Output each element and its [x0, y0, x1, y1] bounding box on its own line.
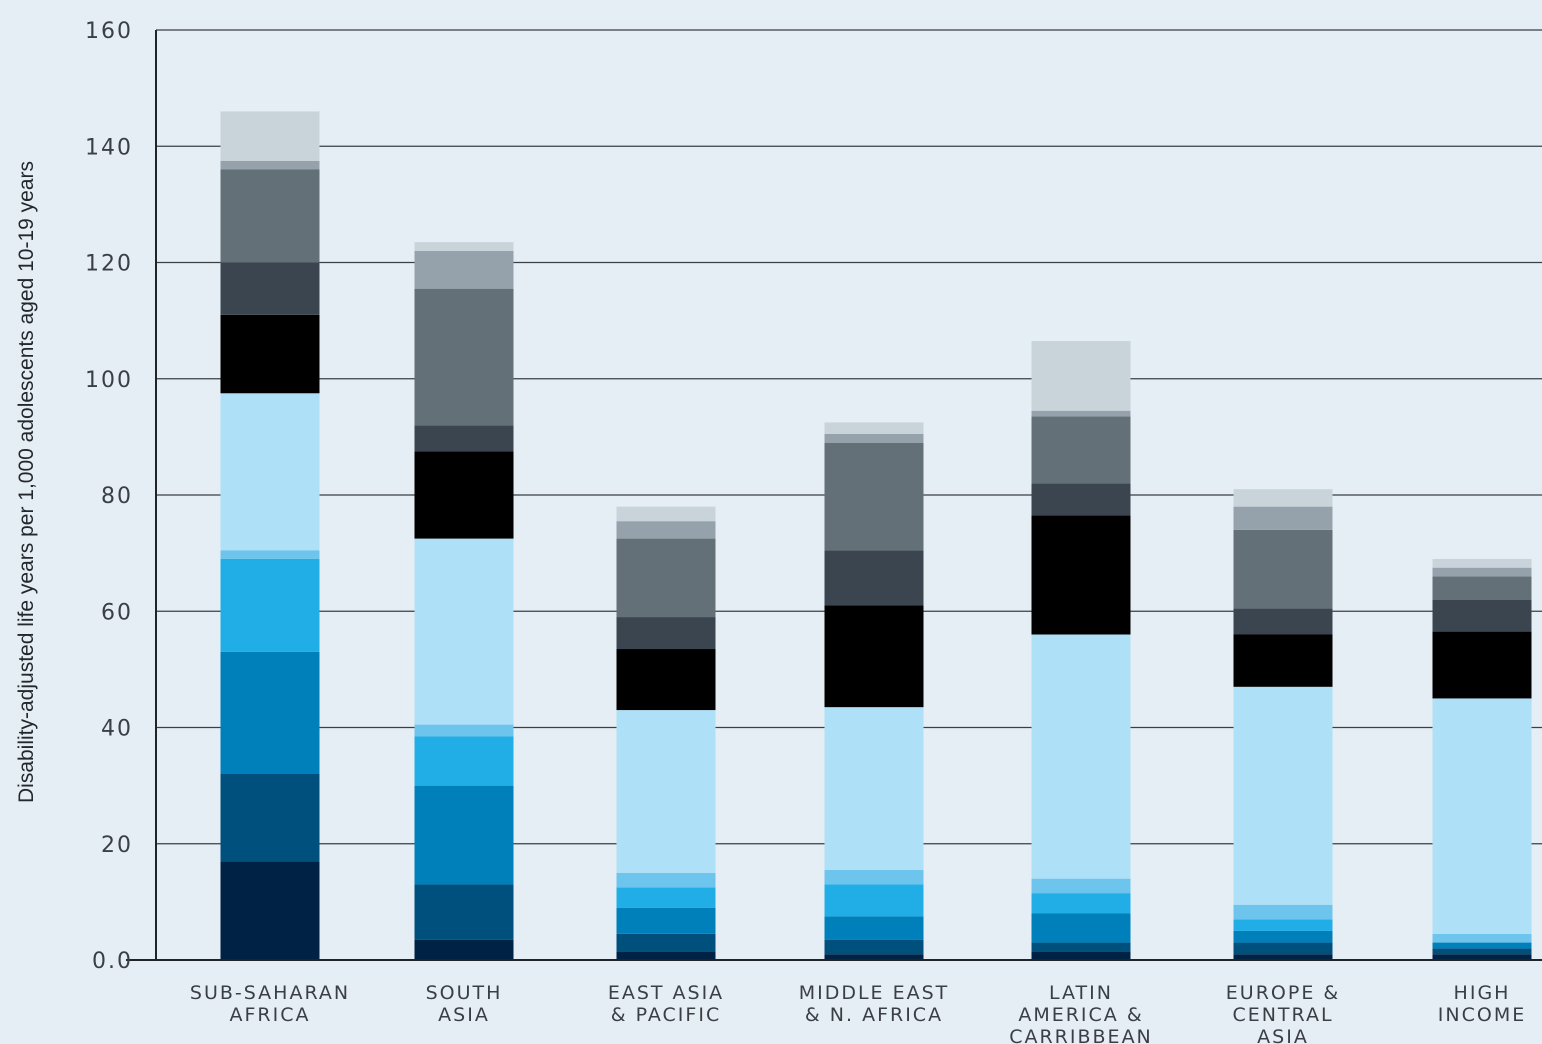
- bar-segment: [1233, 634, 1333, 687]
- y-tick-label: 80: [101, 484, 133, 509]
- bar-segment: [1432, 954, 1532, 960]
- bar-segment: [1031, 340, 1131, 411]
- bar-segment: [616, 951, 716, 960]
- bar-segment: [1432, 948, 1532, 955]
- y-tick-label: 160: [85, 19, 133, 44]
- x-category-label: MIDDLE EAST & N. AFRICA: [799, 982, 950, 1026]
- bar-segment: [616, 907, 716, 934]
- x-category-labels: SUB-SAHARAN AFRICA SOUTH ASIA EAST ASIA & PAC…: [190, 982, 1526, 1044]
- bar-segment: [220, 550, 320, 559]
- bar-segment: [824, 550, 924, 606]
- bar-segment: [824, 422, 924, 434]
- bar-segment: [1031, 634, 1131, 879]
- x-category-label: LATIN AMERICA & CARRIBBEAN: [1009, 982, 1153, 1044]
- bar-segment: [414, 736, 514, 786]
- bar-segment: [616, 887, 716, 908]
- bar-segment: [1432, 942, 1532, 949]
- bar-segment: [414, 425, 514, 452]
- bar-segment: [824, 916, 924, 940]
- bar-segment: [220, 774, 320, 862]
- y-tick-label: 100: [85, 368, 133, 393]
- bar-segment: [220, 111, 320, 161]
- bar-segment: [220, 861, 320, 960]
- bar-segment: [414, 242, 514, 251]
- bar-segment: [824, 707, 924, 870]
- bar-segment: [616, 538, 716, 618]
- bar-segment: [1031, 951, 1131, 960]
- bar-segment: [1432, 567, 1532, 577]
- bar-segment: [1031, 942, 1131, 952]
- bar-segment: [1233, 904, 1333, 920]
- x-category-label: SOUTH ASIA: [426, 982, 503, 1026]
- bar-segment: [414, 538, 514, 725]
- bar-segment: [414, 451, 514, 539]
- bar-segment: [220, 558, 320, 652]
- bar-segment: [616, 710, 716, 873]
- bar-segment: [1031, 893, 1131, 914]
- bar-segment: [220, 651, 320, 774]
- y-tick-label: 0.0: [92, 949, 133, 974]
- bar-segment: [1233, 529, 1333, 609]
- bar-segment: [414, 250, 514, 289]
- bar-segment: [824, 954, 924, 960]
- bar-segment: [824, 442, 924, 551]
- bar-segment: [1432, 631, 1532, 699]
- bar-segment: [1432, 599, 1532, 632]
- x-category-label: HIGH INCOME: [1438, 982, 1526, 1026]
- bar-segment: [1432, 558, 1532, 568]
- bar-segment: [1233, 954, 1333, 960]
- bar-segment: [220, 169, 320, 263]
- bar-segment: [616, 617, 716, 650]
- y-tick-labels: 0.0 20 40 60 80 100 120 140 160: [85, 19, 133, 974]
- x-category-label: SUB-SAHARAN AFRICA: [190, 982, 350, 1026]
- bar-segment: [1233, 919, 1333, 931]
- bars: [220, 111, 1532, 960]
- y-tick-label: 60: [101, 600, 133, 625]
- bar-segment: [1031, 913, 1131, 943]
- bar-segment: [616, 506, 716, 522]
- bar-segment: [824, 884, 924, 917]
- bar-segment: [1031, 878, 1131, 894]
- bar-segment: [1233, 930, 1333, 943]
- x-category-label: EAST ASIA & PACIFIC: [608, 982, 724, 1026]
- y-tick-label: 140: [85, 135, 133, 160]
- bar-segment: [824, 869, 924, 885]
- bar-segment: [220, 262, 320, 315]
- bar-segment: [616, 649, 716, 711]
- bar-segment: [1233, 489, 1333, 507]
- bar-segment: [616, 872, 716, 888]
- bar-segment: [616, 933, 716, 952]
- bar-segment: [824, 939, 924, 955]
- bar-segment: [1233, 506, 1333, 530]
- bar-segment: [1031, 515, 1131, 635]
- y-axis-title: Disability-adjusted life years per 1,000…: [15, 161, 38, 803]
- bar-segment: [1233, 608, 1333, 635]
- bar-segment: [414, 288, 514, 426]
- bar-segment: [616, 521, 716, 539]
- bar-segment: [824, 605, 924, 708]
- bar-segment: [1432, 933, 1532, 943]
- bar-segment: [1031, 416, 1131, 484]
- bar-segment: [1031, 410, 1131, 417]
- x-category-label: EUROPE & CENTRAL ASIA: [1226, 982, 1340, 1044]
- y-tick-label: 20: [101, 833, 133, 858]
- bar-segment: [414, 785, 514, 885]
- bar-segment: [824, 433, 924, 443]
- bar-segment: [1031, 483, 1131, 516]
- bar-segment: [1432, 698, 1532, 934]
- bar-segment: [1233, 686, 1333, 905]
- bar-segment: [220, 314, 320, 394]
- bar-segment: [414, 939, 514, 960]
- bar-segment: [220, 160, 320, 170]
- bar-segment: [414, 724, 514, 737]
- bar-segment: [1432, 576, 1532, 600]
- y-tick-label: 120: [85, 252, 133, 277]
- y-tick-label: 40: [101, 717, 133, 742]
- bar-segment: [1233, 942, 1333, 955]
- bar-segment: [220, 393, 320, 551]
- bar-segment: [414, 884, 514, 940]
